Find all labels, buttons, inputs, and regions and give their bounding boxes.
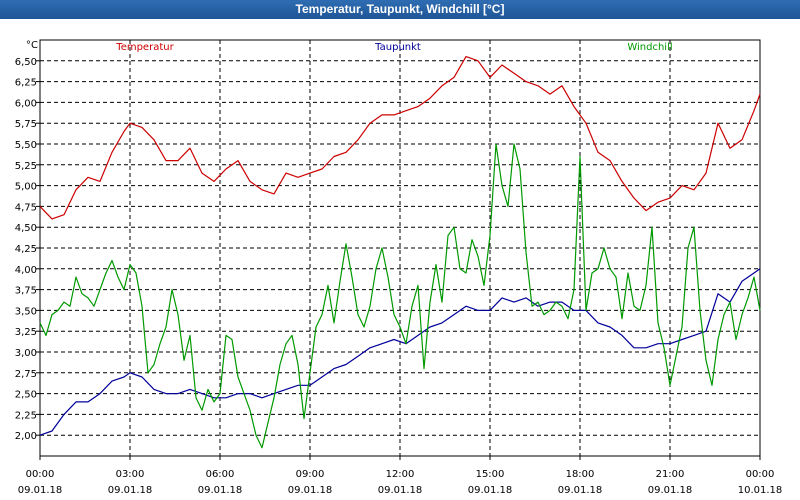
y-tick-label: 4,50 [15, 223, 37, 234]
y-tick-label: 4,75 [15, 202, 37, 213]
y-tick-label: 6,00 [15, 98, 37, 109]
x-tick-date: 10.01.18 [738, 485, 783, 496]
y-tick-label: 2,50 [15, 390, 37, 401]
y-tick-label: 3,75 [15, 286, 37, 297]
x-tick-date: 09.01.18 [18, 485, 63, 496]
y-tick-label: 6,25 [15, 78, 37, 89]
plot-frame [39, 39, 761, 457]
x-tick-date: 09.01.18 [378, 485, 423, 496]
x-tick-time: 18:00 [566, 469, 595, 480]
x-tick-time: 03:00 [116, 469, 145, 480]
x-tick-time: 09:00 [296, 469, 325, 480]
x-tick-date: 09.01.18 [198, 485, 243, 496]
y-axis-label: °C [26, 40, 38, 51]
y-tick-label: 5,25 [15, 161, 37, 172]
y-tick-label: 2,75 [15, 369, 37, 380]
legend-windchill: Windchill [627, 42, 672, 53]
x-tick-time: 06:00 [206, 469, 235, 480]
x-tick-time: 15:00 [476, 469, 505, 480]
x-tick-time: 00:00 [26, 469, 55, 480]
x-tick-date: 09.01.18 [288, 485, 333, 496]
y-tick-label: 6,50 [15, 57, 37, 68]
y-tick-label: 2,00 [15, 431, 37, 442]
x-tick-date: 09.01.18 [108, 485, 153, 496]
legend-taupunkt: Taupunkt [374, 42, 421, 53]
y-tick-label: 4,00 [15, 265, 37, 276]
y-tick-label: 3,00 [15, 348, 37, 359]
line-chart: 2,00 2,25 2,50 2,75 3,00 3,25 3,50 3,75 4,00 4,25… [15, 39, 783, 496]
x-tick-date: 09.01.18 [468, 485, 513, 496]
series-line-windchill [39, 143, 761, 449]
series-line-temperatur [39, 55, 761, 220]
x-tick-time: 12:00 [386, 469, 415, 480]
x-tick-date: 09.01.18 [558, 485, 603, 496]
y-tick-label: 2,25 [15, 410, 37, 421]
y-tick-label: 5,75 [15, 119, 37, 130]
y-tick-label: 4,25 [15, 244, 37, 255]
y-tick-label: 5,00 [15, 182, 37, 193]
window-title: Temperatur, Taupunkt, Windchill [°C] [0, 0, 800, 19]
y-tick-label: 3,50 [15, 306, 37, 317]
legend-temperatur: Temperatur [115, 42, 174, 53]
y-tick-label: 3,25 [15, 327, 37, 338]
x-tick-time: 21:00 [656, 469, 685, 480]
x-tick-time: 00:00 [746, 469, 775, 480]
series-line-taupunkt [39, 268, 761, 436]
x-tick-date: 09.01.18 [648, 485, 693, 496]
y-tick-label: 5,50 [15, 140, 37, 151]
